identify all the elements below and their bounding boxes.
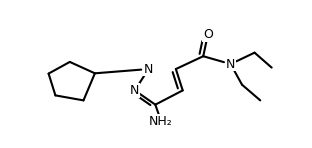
Text: NH₂: NH₂	[149, 115, 173, 128]
Text: O: O	[203, 28, 213, 41]
Text: N: N	[130, 84, 139, 97]
Text: N: N	[226, 58, 235, 71]
Text: N: N	[144, 63, 153, 75]
